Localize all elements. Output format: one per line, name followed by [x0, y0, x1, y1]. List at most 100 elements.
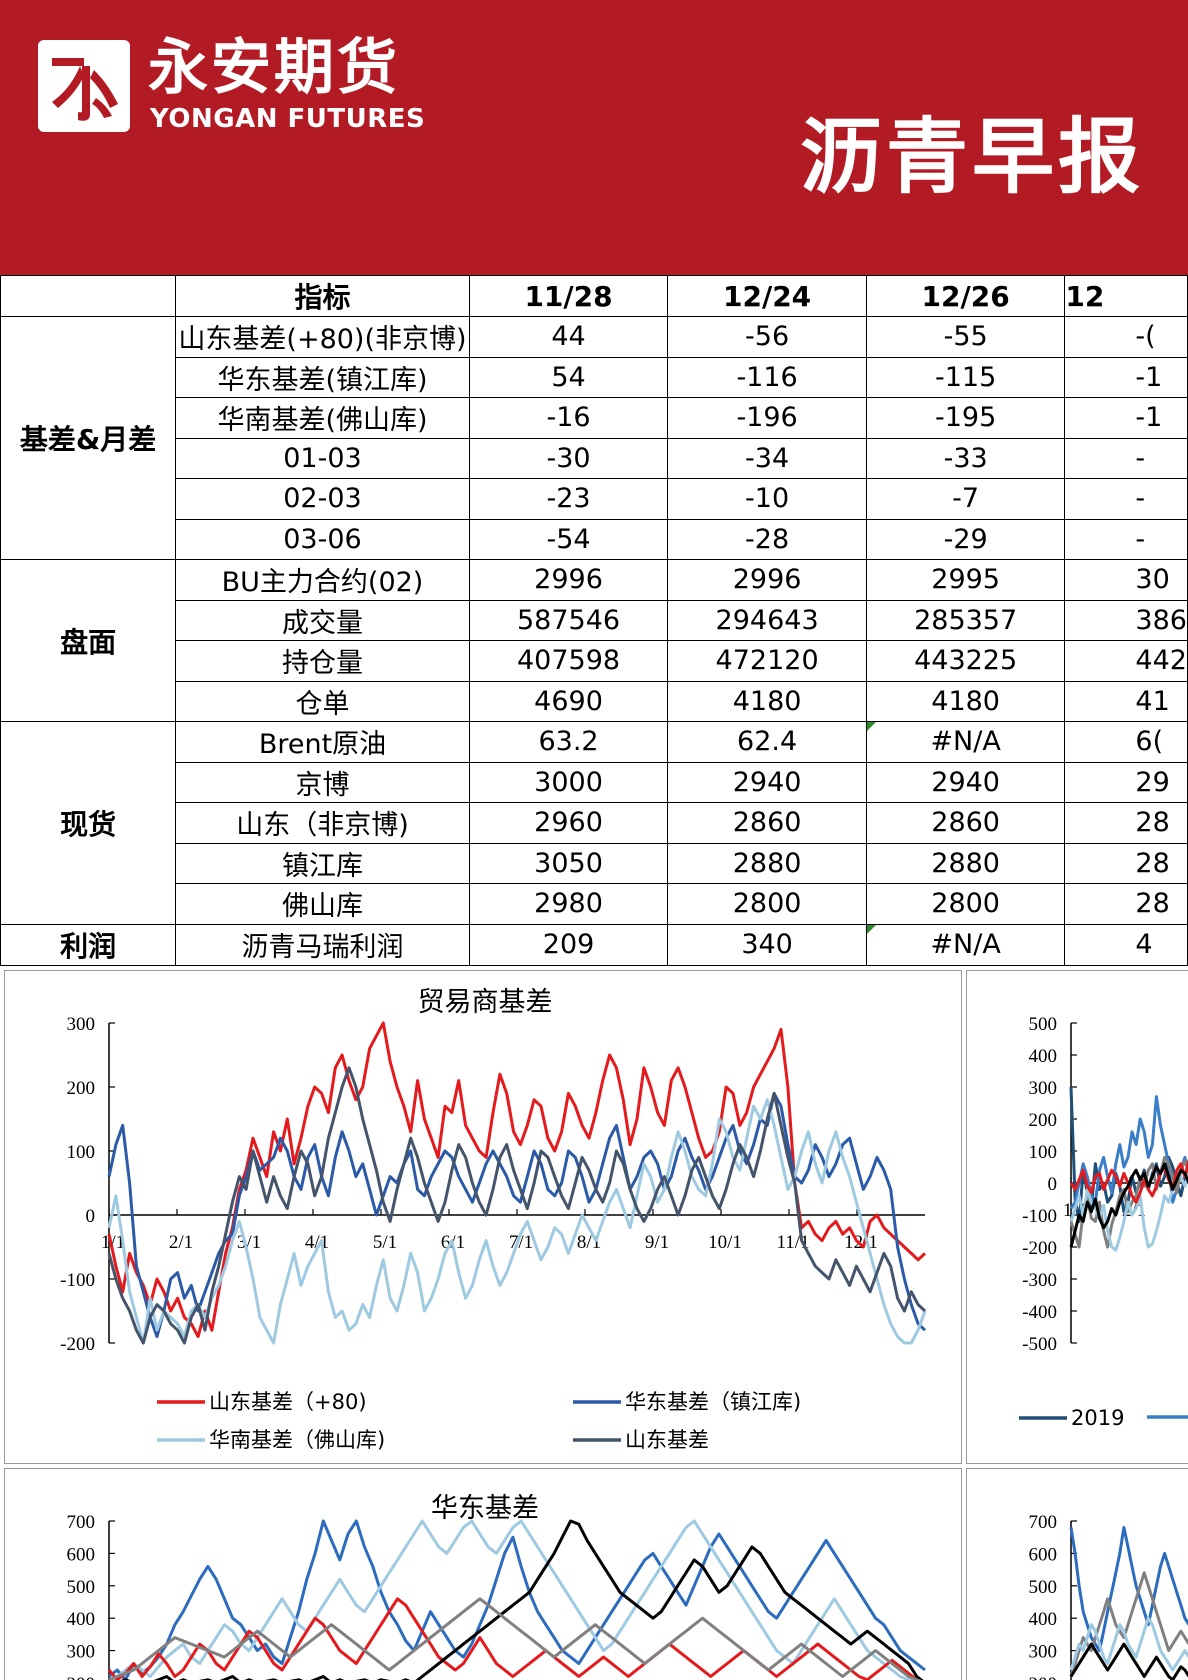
value-cell: -30: [468, 437, 669, 479]
value-cell: 2960: [468, 802, 669, 844]
value-cell: 54: [468, 356, 669, 398]
value-cell: 2996: [667, 559, 867, 601]
value-cell: 443225: [865, 640, 1066, 682]
value-cell: 2995: [865, 559, 1066, 601]
value-cell: 28: [1064, 842, 1188, 884]
value-cell: -7: [865, 478, 1066, 520]
value-cell: -28: [667, 518, 867, 560]
value-cell: 4: [1064, 923, 1188, 966]
value-cell: 2860: [865, 802, 1066, 844]
y-tick-label: -500: [1022, 1334, 1057, 1355]
indicator-label: 山东（非京博): [175, 802, 470, 844]
x-tick-label: 12/1: [844, 1232, 878, 1253]
table-row: 镇江库 3050 2880 2880 28: [1, 842, 1188, 884]
series-line-0: [108, 1519, 926, 1680]
y-tick-label: 200: [1029, 1674, 1058, 1680]
y-tick-label: -300: [1022, 1270, 1057, 1291]
table-row: 华东基差(镇江库) 54 -116 -115 -1: [1, 356, 1188, 398]
legend-label: 华东基差（镇江库): [625, 1390, 801, 1414]
chart-title: 贸易商基差: [418, 987, 553, 1018]
value-cell: -23: [468, 478, 669, 520]
value-cell: 386: [1064, 599, 1188, 641]
value-cell: -1: [1064, 356, 1188, 398]
y-tick-label: 500: [67, 1577, 96, 1598]
series-group: [1069, 1526, 1188, 1680]
value-cell: 2880: [667, 842, 867, 884]
table-row: 03-06 -54 -28 -29-: [1, 518, 1188, 560]
y-tick-label: 700: [67, 1512, 96, 1533]
value-cell: -33: [865, 437, 1066, 479]
series-group: [107, 1021, 927, 1345]
value-cell: 2940: [667, 761, 867, 803]
series-line-2: [1069, 1616, 1188, 1672]
value-cell: -: [1064, 518, 1188, 560]
column-header: 12/24: [667, 275, 867, 317]
value-cell: 28: [1064, 883, 1188, 925]
table-row: 盘面 BU主力合约(02) 2996 2996 2995 30: [0, 559, 1188, 722]
indicator-label: 03-06: [175, 518, 470, 560]
column-header: 指标: [175, 275, 470, 317]
series-line-2: [107, 1098, 927, 1345]
indicator-label: 沥青马瑞利润: [175, 923, 470, 966]
indicator-label: 持仓量: [175, 640, 470, 682]
series-line-1: [110, 1519, 914, 1680]
y-tick-label: 300: [67, 1014, 96, 1035]
y-tick-label: 300: [1029, 1078, 1058, 1099]
value-cell: -10: [667, 478, 867, 520]
value-cell: #N/A: [865, 721, 1066, 763]
y-tick-label: 100: [67, 1142, 96, 1163]
indicator-label: 山东基差(+80)(非京博): [175, 316, 470, 358]
value-cell: -1: [1064, 397, 1188, 439]
y-tick-label: 400: [1029, 1046, 1058, 1067]
table-row: 基差&月差 山东基差(+80)(非京博) 44 -56 -55 -(: [0, 316, 1188, 560]
value-cell: 4180: [865, 680, 1066, 722]
x-tick-label: 3/1: [237, 1232, 261, 1253]
value-cell: #N/A: [865, 923, 1066, 966]
value-cell: 44: [468, 316, 669, 358]
table-row: 利润 沥青马瑞利润 209 340 #N/A 4: [0, 923, 1188, 966]
column-header: 12: [1064, 275, 1188, 317]
indicator-label: 佛山库: [175, 883, 470, 925]
y-tick-label: 400: [67, 1609, 96, 1630]
series-line-3: [120, 1519, 924, 1680]
value-cell: -55: [865, 316, 1066, 358]
chart-panel-right-top: -500 -400 -300 -200 -100 0 100 200 300 400 500 1/1 2…: [966, 970, 1188, 1464]
value-cell: -16: [468, 397, 669, 439]
table-row: 01-03 -30 -34 -33-: [1, 437, 1188, 479]
indicator-label: 仓单: [175, 680, 470, 722]
table-row: 佛山库 2980 2800 2800 28: [1, 883, 1188, 925]
chart-panel-right-bottom: 200 300 400 500 600 700: [966, 1468, 1188, 1680]
value-cell: -115: [865, 356, 1066, 398]
value-cell: -(: [1064, 316, 1188, 358]
value-cell: 472120: [667, 640, 867, 682]
table-row: 成交量 587546 294643 285357 386: [1, 599, 1188, 641]
x-tick-label: 5/1: [373, 1232, 397, 1253]
indicator-label: BU主力合约(02): [175, 559, 470, 601]
report-title: 沥青早报: [800, 110, 1145, 205]
value-cell: 4180: [667, 680, 867, 722]
column-header: 11/28: [468, 275, 669, 317]
value-cell: 285357: [865, 599, 1066, 641]
legend-label: 2019: [1071, 1406, 1124, 1430]
y-tick-label: -100: [1022, 1206, 1057, 1227]
y-tick-label: 500: [1029, 1014, 1058, 1035]
legend-label: 山东基差: [625, 1428, 709, 1452]
y-tick-label: 300: [1029, 1642, 1058, 1663]
series-line-0: [107, 1021, 927, 1339]
value-cell: 340: [667, 923, 867, 966]
y-tick-label: -400: [1022, 1302, 1057, 1323]
value-cell: 28: [1064, 802, 1188, 844]
value-cell: 2880: [865, 842, 1066, 884]
y-tick-label: 400: [1029, 1609, 1058, 1630]
series-line-3: [1069, 1168, 1188, 1252]
x-tick-label: 10/1: [708, 1232, 742, 1253]
indicator-label: 成交量: [175, 599, 470, 641]
series-group: [107, 1519, 926, 1680]
value-cell: 62.4: [667, 721, 867, 763]
y-tick-label: 200: [67, 1674, 96, 1680]
value-cell: 407598: [468, 640, 669, 682]
legend-label: 华南基差（佛山库): [209, 1428, 385, 1452]
y-tick-label: 600: [67, 1544, 96, 1565]
report-header: 永安期货 YONGAN FUTURES 沥青早报: [0, 0, 1188, 275]
series-line-1: [107, 1091, 927, 1339]
